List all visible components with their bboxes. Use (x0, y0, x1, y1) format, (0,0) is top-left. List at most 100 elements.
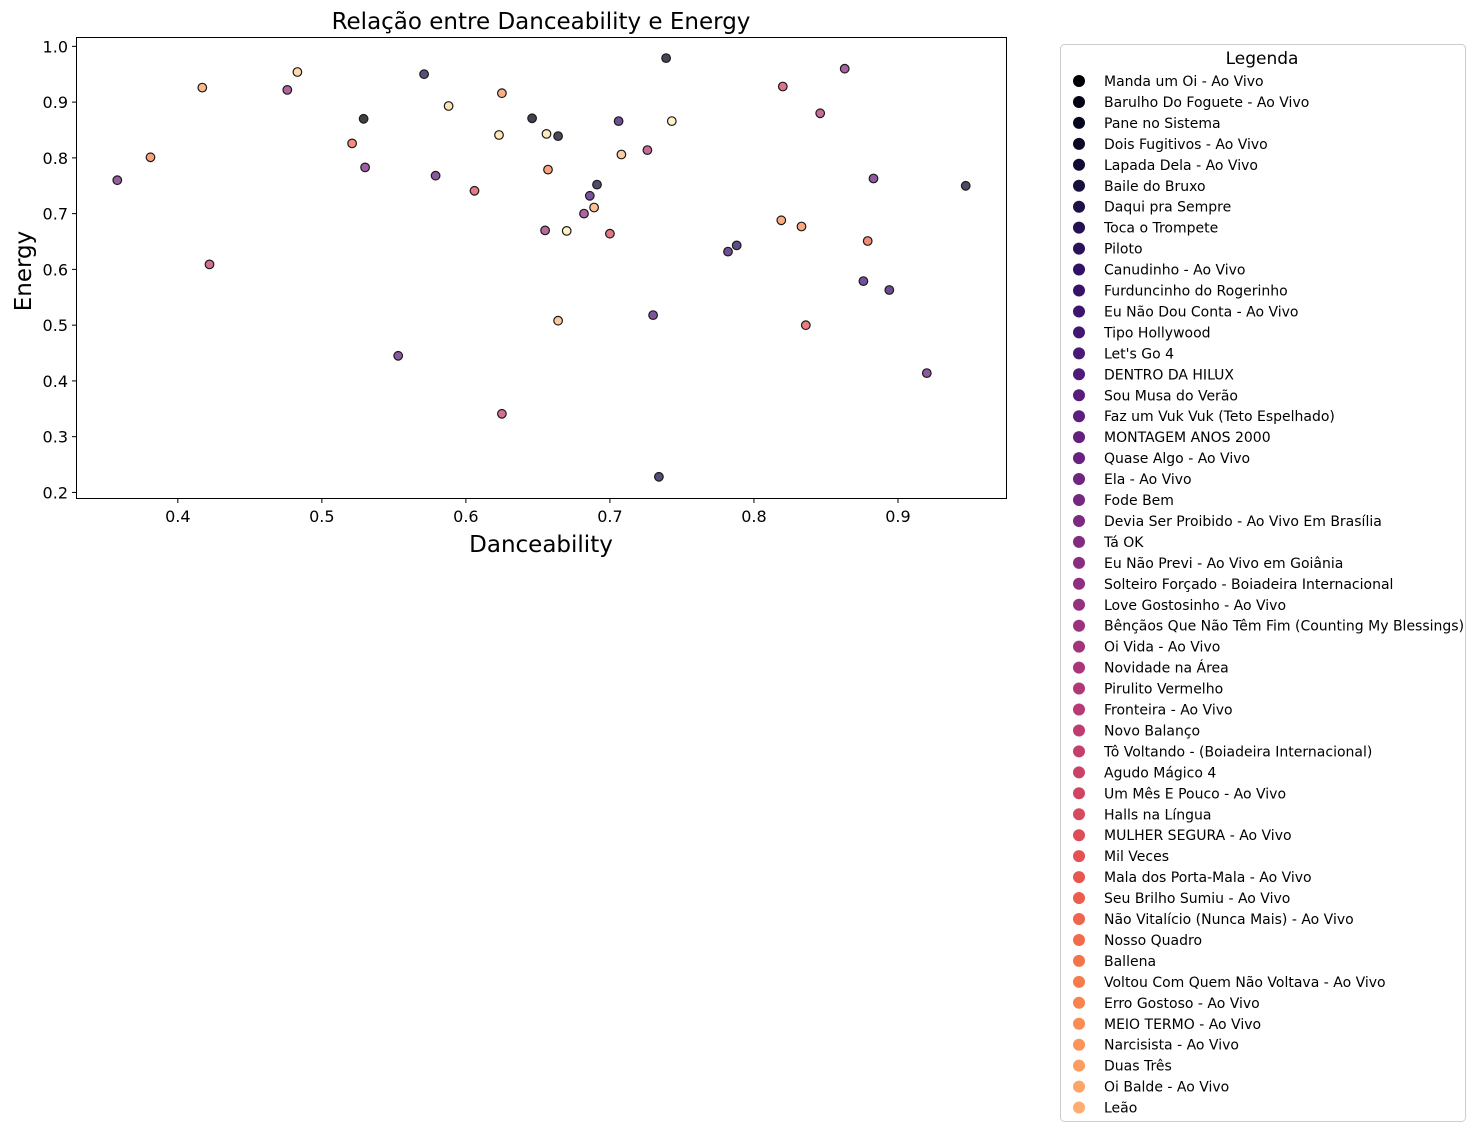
y-axis-ticks: 0.2 0.3 0.4 0.5 0.6 0.7 0.8 0.9 1.0 (43, 37, 77, 502)
legend-label: Mil Veces (1104, 849, 1169, 865)
data-point (430, 170, 441, 181)
legend-label: Devia Ser Proibido - Ao Vivo Em Brasília (1104, 514, 1382, 530)
legend-marker (1073, 933, 1085, 946)
chart-title: Relação entre Danceability e Energy (332, 9, 751, 35)
data-point (800, 320, 811, 331)
data-point (494, 130, 504, 140)
data-point (815, 108, 826, 119)
legend-marker (1073, 640, 1085, 653)
data-point (553, 315, 563, 326)
legend-label: Love Gostosinho - Ao Vivo (1104, 598, 1286, 614)
legend-marker (1073, 389, 1085, 402)
legend-marker (1073, 829, 1085, 842)
data-point (543, 164, 553, 175)
legend-label: Tá OK (1103, 535, 1144, 551)
legend-marker (1073, 514, 1085, 527)
legend-marker (1073, 431, 1085, 444)
x-tick-label: 0.9 (885, 507, 910, 526)
data-point (197, 82, 208, 93)
data-point (654, 471, 664, 482)
legend-marker (1073, 452, 1085, 465)
data-point (360, 162, 371, 173)
data-point (204, 259, 215, 270)
legend-marker (1073, 913, 1085, 925)
x-tick-label: 0.4 (165, 507, 190, 526)
legend-title: Legenda (1226, 49, 1299, 69)
legend-marker (1073, 598, 1085, 611)
data-point (282, 84, 293, 95)
legend-label: Quase Algo - Ao Vivo (1104, 451, 1250, 467)
legend-label: Um Mês E Pouco - Ao Vivo (1104, 786, 1286, 802)
legend-marker (1073, 975, 1085, 988)
legend-marker (1073, 1080, 1085, 1093)
legend-label: Let's Go 4 (1104, 346, 1174, 362)
data-point (642, 145, 653, 156)
y-tick-label: 0.6 (43, 260, 68, 279)
legend-marker (1073, 326, 1085, 339)
legend-label: Tô Voltando - (Boiadeira Internacional) (1103, 744, 1372, 760)
legend-label: Mala dos Porta-Mala - Ao Vivo (1104, 870, 1312, 886)
data-point (540, 225, 550, 236)
legend-label: Dois Fugitivos - Ao Vivo (1104, 137, 1268, 153)
legend-label: Solteiro Forçado - Boiadeira Internacion… (1104, 577, 1393, 593)
legend-label: Furduncinho do Rogerinho (1104, 284, 1288, 300)
legend-label: Erro Gostoso - Ao Vivo (1104, 996, 1260, 1012)
y-tick-label: 0.8 (43, 149, 68, 168)
data-point (862, 236, 873, 246)
legend-label: Daqui pra Sempre (1104, 200, 1231, 216)
y-tick-label: 0.5 (43, 316, 68, 335)
legend-marker (1073, 535, 1085, 548)
legend-label: Voltou Com Quem Não Voltava - Ao Vivo (1104, 975, 1386, 991)
x-axis-label: Danceability (469, 532, 613, 558)
legend-label: Halls na Língua (1104, 807, 1211, 823)
x-tick-label: 0.7 (597, 507, 622, 526)
legend-label: Tipo Hollywood (1103, 325, 1211, 341)
legend-marker (1073, 137, 1085, 150)
data-point (648, 310, 658, 321)
legend-marker (1073, 745, 1085, 758)
data-point (393, 350, 404, 361)
legend-label: Faz um Vuk Vuk (Teto Espelhado) (1104, 409, 1335, 425)
legend-label: Novo Balanço (1104, 723, 1200, 739)
data-point (723, 246, 733, 257)
x-axis-ticks: 0.4 0.5 0.6 0.7 0.8 0.9 (165, 498, 911, 526)
data-point (561, 225, 572, 236)
legend-marker (1073, 158, 1085, 171)
data-point (579, 208, 589, 219)
plot-area (76, 37, 1007, 499)
legend-marker (1073, 1038, 1085, 1051)
legend-label: Seu Brilho Sumiu - Ao Vivo (1104, 891, 1290, 907)
legend-label: MEIO TERMO - Ao Vivo (1104, 1017, 1261, 1033)
data-point (613, 116, 624, 126)
legend-label: MULHER SEGURA - Ao Vivo (1104, 828, 1292, 844)
legend-label: Leão (1104, 1101, 1137, 1117)
y-tick-label: 0.2 (43, 483, 68, 502)
legend-marker (1073, 787, 1085, 800)
data-point (112, 175, 123, 186)
legend-label: Oi Vida - Ao Vivo (1104, 640, 1220, 656)
legend-marker (1073, 305, 1085, 318)
legend-label: Agudo Mágico 4 (1104, 765, 1216, 781)
data-point (497, 88, 507, 99)
data-point (419, 69, 430, 80)
legend-marker (1073, 682, 1085, 695)
data-point (661, 53, 671, 63)
legend-marker (1073, 179, 1085, 192)
data-point (584, 190, 595, 201)
data-point (292, 67, 303, 77)
legend-label: Oi Balde - Ao Vivo (1104, 1080, 1229, 1096)
x-tick-label: 0.5 (309, 507, 334, 526)
data-point (796, 221, 807, 232)
legend-label: Não Vitalício (Nunca Mais) - Ao Vivo (1104, 912, 1354, 928)
y-tick-label: 0.3 (43, 428, 68, 447)
data-point (145, 152, 156, 163)
legend-marker (1073, 95, 1085, 108)
legend-label: Canudinho - Ao Vivo (1104, 263, 1246, 279)
data-point (858, 276, 869, 287)
legend-label: Bênçãos Que Não Têm Fim (Counting My Ble… (1104, 619, 1464, 635)
legend-label: Manda um Oi - Ao Vivo (1104, 74, 1264, 90)
legend: Legenda Manda um Oi - Ao Vivo Barulho Do … (1060, 44, 1466, 1122)
data-point (839, 63, 850, 74)
x-tick-label: 0.8 (741, 507, 766, 526)
legend-label: Ballena (1104, 954, 1156, 970)
